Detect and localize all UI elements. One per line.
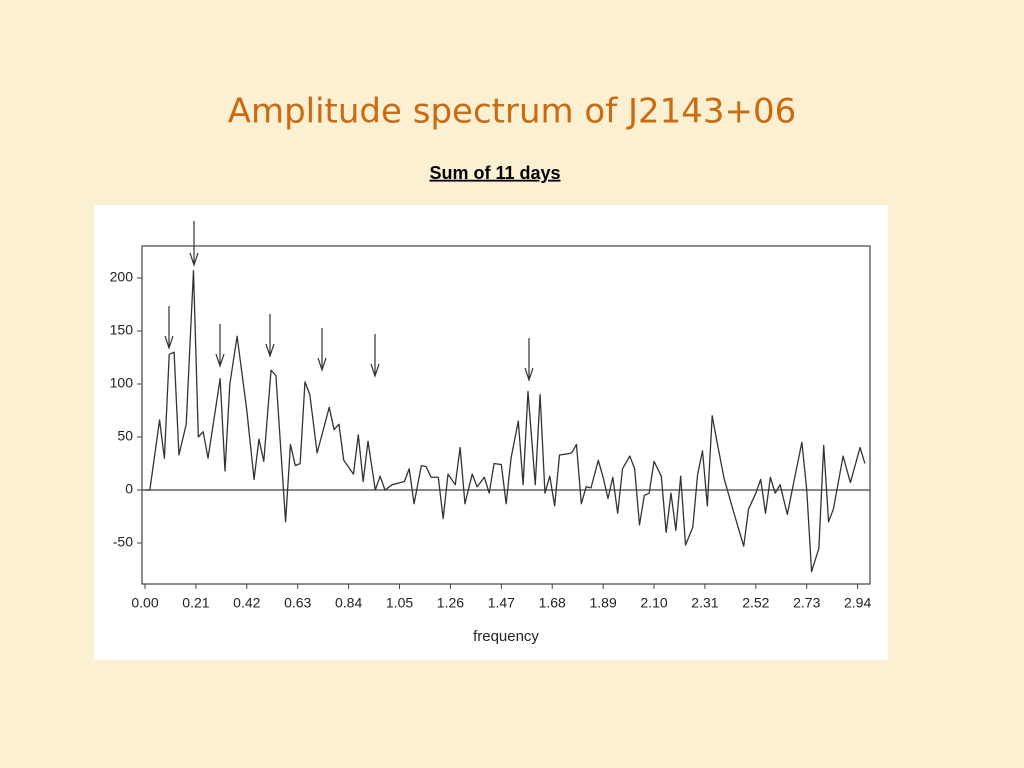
slide-title: Amplitude spectrum of J2143+06 [228, 92, 797, 132]
y-tick-label: 0 [125, 481, 133, 497]
arrow [189, 221, 199, 267]
x-tick-label: 1.89 [590, 595, 617, 611]
x-tick-label: 2.52 [742, 595, 769, 611]
x-tick-label: 2.94 [844, 595, 871, 611]
x-axis-label: frequency [473, 628, 539, 645]
arrow [215, 324, 225, 368]
y-tick-label: -50 [113, 534, 133, 550]
x-tick-label: 2.10 [640, 595, 667, 611]
x-tick-label: 1.68 [539, 595, 566, 611]
arrow [524, 338, 534, 382]
plot-frame [141, 245, 871, 585]
arrow [317, 328, 327, 372]
x-tick-label: 1.05 [386, 595, 413, 611]
arrow [164, 306, 174, 350]
chart-panel [94, 205, 888, 660]
x-tick-label: 1.47 [488, 595, 515, 611]
x-tick-label: 1.26 [437, 595, 464, 611]
x-tick-label: 2.73 [793, 595, 820, 611]
y-tick-label: 50 [117, 428, 133, 444]
x-tick-label: 0.63 [284, 595, 311, 611]
y-tick-label: 200 [110, 269, 134, 285]
x-tick-label: 0.84 [335, 595, 362, 611]
y-tick-label: 150 [110, 322, 134, 338]
subtitle: Sum of 11 days [429, 163, 560, 183]
x-tick-label: 0.42 [233, 595, 260, 611]
x-tick-label: 0.21 [182, 595, 209, 611]
arrows [164, 221, 534, 382]
x-tick-label: 0.00 [131, 595, 158, 611]
x-tick-label: 2.31 [691, 595, 718, 611]
spectrum-line [145, 269, 866, 573]
arrow [265, 314, 275, 358]
arrow [370, 334, 380, 378]
y-tick-label: 100 [110, 375, 134, 391]
